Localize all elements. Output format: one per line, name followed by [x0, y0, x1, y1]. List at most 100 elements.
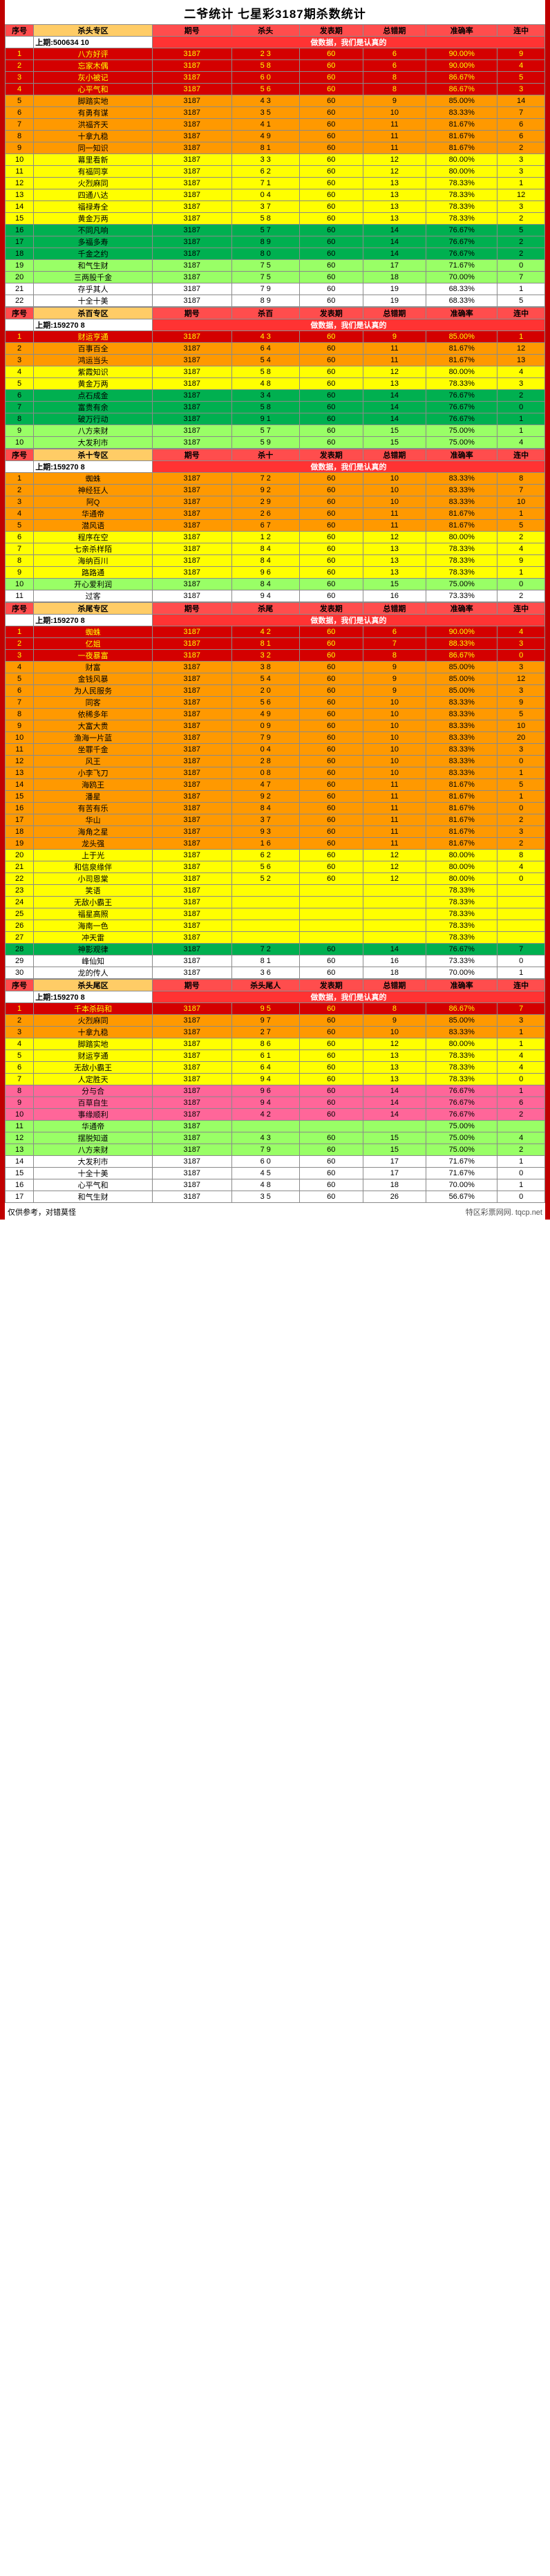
table-row[interactable]: 10 幕里看新 3187 3 3 60 12 80.00% 3: [4, 153, 545, 166]
col-header-fabiao: 发表期: [298, 307, 363, 319]
table-row[interactable]: 13 四通八达 3187 0 4 60 13 78.33% 12: [4, 189, 545, 201]
table-row[interactable]: 11 坐罪千金 3187 0 4 60 10 83.33% 3: [4, 743, 545, 756]
table-row[interactable]: 6 为人民服务 3187 2 0 60 9 85.00% 3: [4, 684, 545, 697]
cell-rate: 81.67%: [426, 814, 498, 826]
table-row[interactable]: 5 金钱风暴 3187 5 4 60 9 85.00% 12: [4, 673, 545, 685]
table-row[interactable]: 11 华通帝 3187 75.00%: [4, 1120, 545, 1132]
table-row[interactable]: 10 渔海一片蓝 3187 7 9 60 10 83.33% 20: [4, 731, 545, 744]
table-row[interactable]: 5 潜风语 3187 6 7 60 11 81.67% 5: [4, 519, 545, 532]
table-row[interactable]: 9 八方来财 3187 5 7 60 15 75.00% 1: [4, 424, 545, 437]
table-row[interactable]: 17 和气生财 3187 3 5 60 26 56.67% 0: [4, 1191, 545, 1203]
table-row[interactable]: 8 十拿九稳 3187 4 9 60 11 81.67% 6: [4, 130, 545, 142]
table-row[interactable]: 30 龙的传人 3187 3 6 60 18 70.00% 1: [4, 967, 545, 979]
table-row[interactable]: 7 七亲杀样陌 3187 8 4 60 13 78.33% 4: [4, 543, 545, 555]
table-row[interactable]: 12 火烈麻同 3187 7 1 60 13 78.33% 1: [4, 177, 545, 189]
table-row[interactable]: 4 紫霞知识 3187 5 8 60 12 80.00% 4: [4, 366, 545, 378]
table-row[interactable]: 1 千本杀码和 3187 9 5 60 8 86.67% 7: [4, 1002, 545, 1015]
table-row[interactable]: 8 海纳百川 3187 8 4 60 13 78.33% 9: [4, 554, 545, 567]
table-row[interactable]: 26 海南一色 3187 78.33%: [4, 920, 545, 932]
table-row[interactable]: 10 大发利市 3187 5 9 60 15 75.00% 4: [4, 436, 545, 449]
table-row[interactable]: 9 路路通 3187 9 6 60 13 78.33% 1: [4, 566, 545, 579]
table-row[interactable]: 2 火烈麻同 3187 9 7 60 9 85.00% 3: [4, 1014, 545, 1027]
table-row[interactable]: 9 同一知识 3187 8 1 60 11 81.67% 2: [4, 142, 545, 154]
cell-kill-numbers: 5 8: [231, 59, 300, 72]
table-row[interactable]: 7 洪福齐天 3187 4 1 60 11 81.67% 6: [4, 118, 545, 131]
table-row[interactable]: 2 百事百全 3187 6 4 60 11 81.67% 12: [4, 342, 545, 355]
table-row[interactable]: 14 海鸥王 3187 4 7 60 11 81.67% 5: [4, 778, 545, 791]
cell-total: 15: [362, 424, 427, 437]
table-row[interactable]: 21 存乎其人 3187 7 9 60 19 68.33% 1: [4, 283, 545, 295]
table-row[interactable]: 12 风王 3187 2 8 60 10 83.33% 0: [4, 755, 545, 767]
table-row[interactable]: 25 福星高照 3187 78.33%: [4, 908, 545, 920]
table-row[interactable]: 16 有苦有乐 3187 8 4 60 11 81.67% 0: [4, 802, 545, 814]
table-row[interactable]: 22 十全十美 3187 8 9 60 19 68.33% 5: [4, 295, 545, 307]
table-row[interactable]: 23 笑语 3187 78.33%: [4, 884, 545, 897]
table-row[interactable]: 12 摆脱知道 3187 4 3 60 15 75.00% 4: [4, 1132, 545, 1144]
table-row[interactable]: 4 心平气和 3187 5 6 60 8 86.67% 3: [4, 83, 545, 95]
table-row[interactable]: 19 龙头强 3187 1 6 60 11 81.67% 2: [4, 837, 545, 850]
table-row[interactable]: 6 程序在空 3187 1 2 60 12 80.00% 2: [4, 531, 545, 543]
table-row[interactable]: 15 十全十美 3187 4 5 60 17 71.67% 0: [4, 1167, 545, 1179]
table-row[interactable]: 3 一夜暴富 3187 3 2 60 8 86.67% 0: [4, 649, 545, 662]
table-row[interactable]: 4 脚踏实地 3187 8 6 60 12 80.00% 1: [4, 1038, 545, 1050]
table-row[interactable]: 16 不同凡响 3187 5 7 60 14 76.67% 5: [4, 224, 545, 236]
table-row[interactable]: 18 千金之约 3187 8 0 60 14 76.67% 2: [4, 248, 545, 260]
table-row[interactable]: 1 财运亨通 3187 4 3 60 9 85.00% 1: [4, 330, 545, 343]
table-row[interactable]: 14 福禄寿全 3187 3 7 60 13 78.33% 3: [4, 200, 545, 213]
cell-kill-numbers: 0 4: [231, 189, 300, 201]
table-row[interactable]: 10 开心爱利润 3187 8 4 60 15 75.00% 0: [4, 578, 545, 590]
table-row[interactable]: 3 阿Q 3187 2 9 60 10 83.33% 10: [4, 496, 545, 508]
table-row[interactable]: 14 大发利市 3187 6 0 60 17 71.67% 1: [4, 1155, 545, 1168]
table-row[interactable]: 28 神影观律 3187 7 2 60 14 76.67% 7: [4, 943, 545, 955]
cell-qihao: 3187: [151, 673, 232, 685]
table-row[interactable]: 3 灰小被记 3187 6 0 60 8 86.67% 5: [4, 71, 545, 84]
table-row[interactable]: 3 十拿九稳 3187 2 7 60 10 83.33% 1: [4, 1026, 545, 1038]
table-row[interactable]: 4 华通帝 3187 2 6 60 11 81.67% 1: [4, 507, 545, 520]
table-row[interactable]: 6 无敌小霸王 3187 6 4 60 13 78.33% 4: [4, 1061, 545, 1074]
table-row[interactable]: 16 心平气和 3187 4 8 60 18 70.00% 1: [4, 1179, 545, 1191]
table-row[interactable]: 2 亿姐 3187 8 1 60 7 88.33% 3: [4, 637, 545, 650]
table-row[interactable]: 19 和气生财 3187 7 5 60 17 71.67% 0: [4, 259, 545, 272]
table-row[interactable]: 18 海角之星 3187 9 3 60 11 81.67% 3: [4, 825, 545, 838]
col-header-seq: 序号: [4, 307, 35, 319]
table-row[interactable]: 1 蜘蛛 3187 4 2 60 6 90.00% 4: [4, 626, 545, 638]
table-row[interactable]: 8 依稀多年 3187 4 9 60 10 83.33% 5: [4, 708, 545, 720]
cell-fabiao: 60: [298, 637, 363, 650]
table-row[interactable]: 21 和信泉缘伴 3187 5 6 60 12 80.00% 4: [4, 861, 545, 873]
table-row[interactable]: 1 八方好评 3187 2 3 60 6 90.00% 9: [4, 48, 545, 60]
table-row[interactable]: 2 神经狂人 3187 9 2 60 10 83.33% 7: [4, 484, 545, 496]
table-row[interactable]: 7 富贵有余 3187 5 8 60 14 76.67% 0: [4, 401, 545, 413]
table-row[interactable]: 10 事缘顺利 3187 4 2 60 14 76.67% 2: [4, 1108, 545, 1121]
table-row[interactable]: 5 黄金万两 3187 4 8 60 13 78.33% 3: [4, 377, 545, 390]
table-row[interactable]: 11 有福同享 3187 6 2 60 12 80.00% 3: [4, 165, 545, 178]
table-row[interactable]: 9 百草自生 3187 9 4 60 14 76.67% 6: [4, 1096, 545, 1109]
table-row[interactable]: 27 冲天雷 3187 78.33%: [4, 931, 545, 944]
table-row[interactable]: 6 有勇有谋 3187 3 5 60 10 83.33% 7: [4, 106, 545, 119]
table-row[interactable]: 5 脚踏实地 3187 4 3 60 9 85.00% 14: [4, 95, 545, 107]
table-row[interactable]: 24 无敌小霸王 3187 78.33%: [4, 896, 545, 908]
table-row[interactable]: 6 点石成金 3187 3 4 60 14 76.67% 2: [4, 389, 545, 402]
table-row[interactable]: 3 鸿运当头 3187 5 4 60 11 81.67% 13: [4, 354, 545, 366]
table-row[interactable]: 20 上于光 3187 6 2 60 12 80.00% 8: [4, 849, 545, 861]
table-row[interactable]: 7 同客 3187 5 6 60 10 83.33% 9: [4, 696, 545, 709]
table-row[interactable]: 15 黄金万两 3187 5 8 60 13 78.33% 2: [4, 212, 545, 225]
table-row[interactable]: 1 蜘蛛 3187 7 2 60 10 83.33% 8: [4, 472, 545, 485]
table-row[interactable]: 7 人定胜天 3187 9 4 60 13 78.33% 0: [4, 1073, 545, 1085]
table-row[interactable]: 2 忘家木偶 3187 5 8 60 6 90.00% 4: [4, 59, 545, 72]
table-row[interactable]: 8 分与合 3187 9 6 60 14 76.67% 1: [4, 1085, 545, 1097]
table-row[interactable]: 15 潘星 3187 9 2 60 11 81.67% 1: [4, 790, 545, 803]
table-row[interactable]: 5 财运亨通 3187 6 1 60 13 78.33% 4: [4, 1049, 545, 1062]
cell-fabiao: 60: [298, 1179, 363, 1191]
table-row[interactable]: 29 峰仙知 3187 8 1 60 16 73.33% 0: [4, 955, 545, 967]
cell-kill-numbers: 8 0: [231, 248, 300, 260]
table-row[interactable]: 13 小李飞刀 3187 0 8 60 10 83.33% 1: [4, 767, 545, 779]
table-row[interactable]: 17 华山 3187 3 7 60 11 81.67% 2: [4, 814, 545, 826]
table-row[interactable]: 17 多福多寿 3187 8 9 60 14 76.67% 2: [4, 236, 545, 248]
table-row[interactable]: 9 大富大贵 3187 0 9 60 10 83.33% 10: [4, 720, 545, 732]
table-row[interactable]: 11 过客 3187 9 4 60 16 73.33% 2: [4, 590, 545, 602]
table-row[interactable]: 4 财富 3187 3 8 60 9 85.00% 3: [4, 661, 545, 673]
table-row[interactable]: 8 破万行动 3187 9 1 60 14 76.67% 1: [4, 413, 545, 425]
table-row[interactable]: 13 八方来财 3187 7 9 60 15 75.00% 2: [4, 1144, 545, 1156]
table-row[interactable]: 20 三两股千金 3187 7 5 60 18 70.00% 7: [4, 271, 545, 283]
table-row[interactable]: 22 小司恩棠 3187 5 2 60 12 80.00% 0: [4, 872, 545, 885]
